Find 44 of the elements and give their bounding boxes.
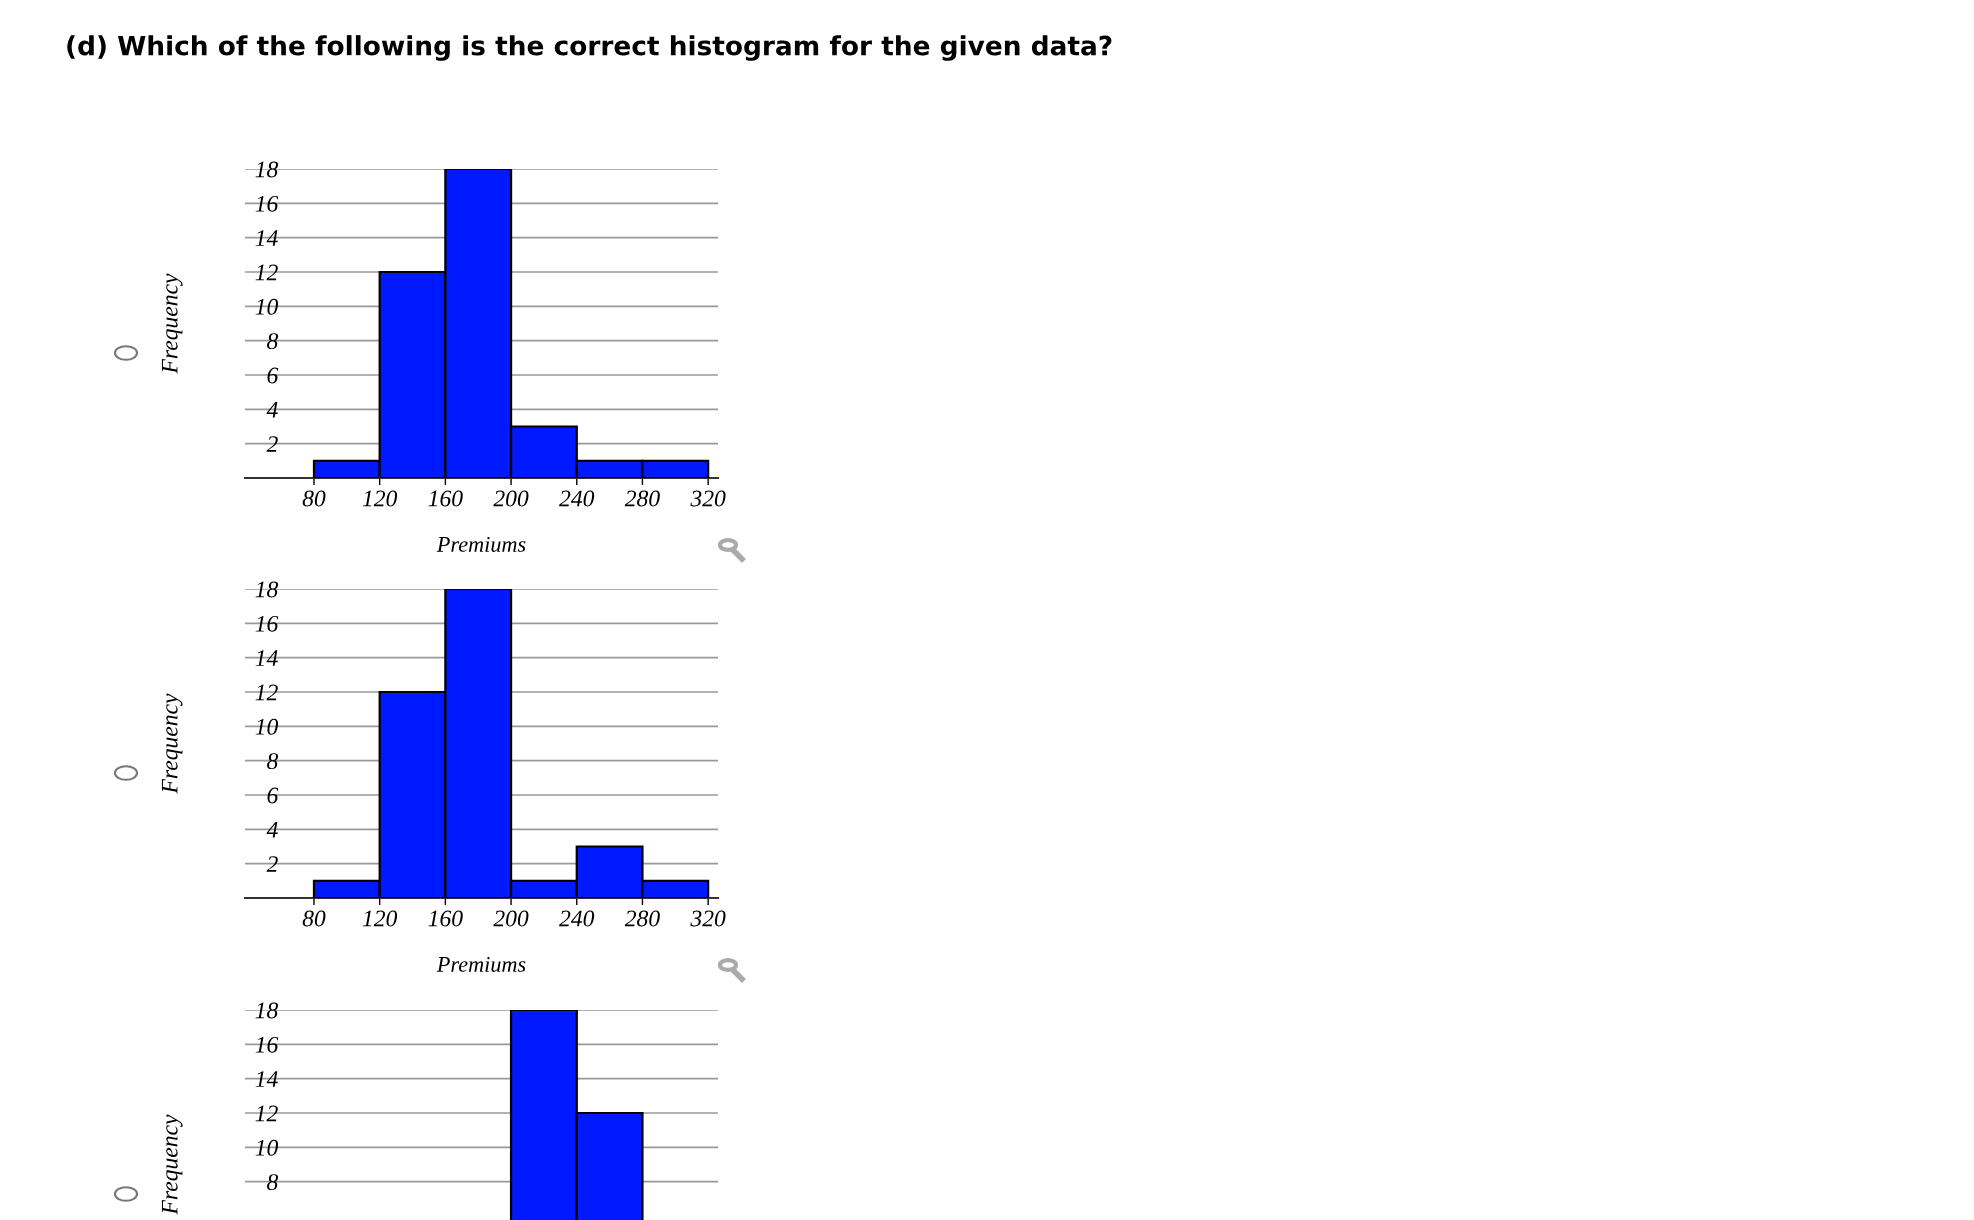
- x-tick-label: 80: [302, 910, 326, 927]
- chart-title: (d) Which of the following is the correct histogram for the given data?: [67, 35, 1112, 61]
- y-tick-label: 18: [255, 161, 279, 178]
- y-axis-title: Frequency: [161, 693, 183, 794]
- x-tick-label: 280: [624, 490, 660, 507]
- y-tick-label: 6: [267, 367, 279, 384]
- x-tick-label: 200: [493, 910, 529, 927]
- x-tick-label: 280: [624, 910, 660, 927]
- y-axis-title: Frequency: [161, 273, 183, 374]
- x-axis-title: Premiums: [436, 536, 526, 552]
- y-axis-title: Frequency: [161, 1114, 183, 1215]
- y-tick-label: 6: [267, 787, 279, 804]
- y-tick-label: 16: [255, 1036, 279, 1053]
- x-tick-label: 320: [690, 490, 726, 507]
- x-tick-label: 200: [493, 490, 529, 507]
- x-tick-label: 240: [559, 910, 595, 927]
- y-tick-label: 2: [266, 856, 278, 872]
- x-tick-label: 120: [362, 490, 398, 507]
- x-axis-title: Premiums: [436, 956, 526, 972]
- y-tick-label: 12: [255, 1105, 278, 1122]
- y-tick-label: 14: [255, 230, 278, 246]
- y-tick-label: 4: [266, 401, 278, 418]
- y-tick-label: 8: [267, 1174, 279, 1191]
- y-tick-label: 16: [255, 615, 279, 632]
- y-tick-label: 18: [255, 1002, 279, 1019]
- y-tick-label: 8: [267, 753, 279, 770]
- y-tick-label: 14: [255, 650, 278, 666]
- y-tick-label: 10: [255, 1139, 279, 1156]
- y-tick-label: 12: [255, 264, 278, 281]
- x-tick-label: 240: [559, 490, 595, 507]
- y-tick-label: 12: [255, 684, 278, 701]
- x-tick-label: 160: [428, 490, 463, 507]
- x-tick-label: 160: [428, 910, 463, 927]
- y-tick-label: 10: [255, 298, 279, 315]
- y-tick-label: 4: [266, 821, 278, 838]
- y-tick-label: 10: [255, 718, 279, 735]
- y-tick-label: 18: [255, 581, 279, 598]
- x-tick-label: 80: [302, 490, 326, 507]
- y-tick-label: 2: [266, 436, 278, 452]
- y-tick-label: 16: [255, 195, 279, 212]
- y-tick-label: 14: [255, 1071, 278, 1087]
- y-tick-label: 8: [267, 333, 279, 350]
- x-tick-label: 120: [362, 910, 398, 927]
- x-tick-label: 320: [690, 910, 726, 927]
